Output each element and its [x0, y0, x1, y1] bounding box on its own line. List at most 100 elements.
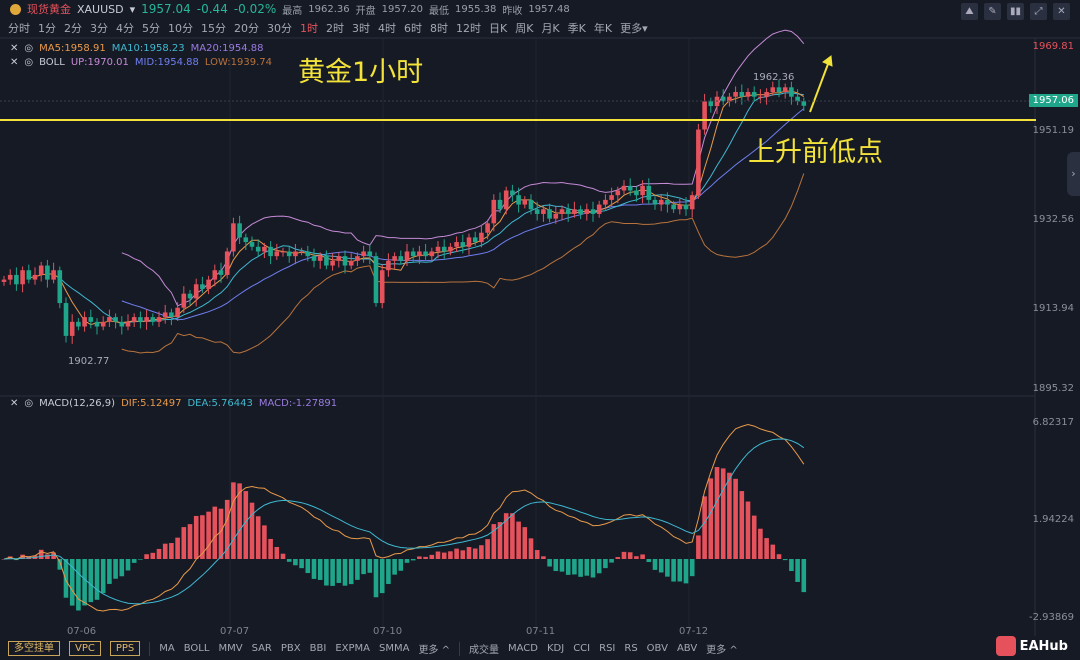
open-value: 1957.20 — [381, 3, 424, 15]
settings-icon[interactable]: ◎ — [24, 398, 34, 409]
indicator-option[interactable]: SMMA — [378, 643, 410, 654]
draw-icon[interactable]: ⛰ — [961, 3, 978, 20]
ma10-line — [59, 92, 804, 325]
indicator-option[interactable]: 更多 ^ — [706, 645, 738, 656]
candle — [193, 284, 199, 299]
macd-bar — [330, 559, 335, 586]
settings-icon[interactable]: ◎ — [24, 57, 34, 68]
timeframe-19[interactable]: 月K — [541, 22, 560, 35]
candle — [448, 246, 453, 252]
candle — [38, 265, 44, 275]
symbol-name: 现货黄金 — [27, 3, 71, 16]
indicator-option[interactable]: SAR — [251, 643, 272, 654]
close-icon[interactable]: ✕ — [10, 43, 19, 54]
timeframe-18[interactable]: 周K — [515, 22, 534, 35]
candle — [764, 92, 769, 97]
boll-up-line — [121, 29, 805, 307]
date-tick: 07-11 — [526, 626, 556, 637]
panel-button[interactable]: 多空挂单 — [8, 641, 60, 656]
timeframe-12[interactable]: 3时 — [352, 22, 370, 35]
ma-legend: ✕ ◎ MA5:1958.91 MA10:1958.23 MA20:1954.88 — [10, 43, 264, 54]
timeframe-21[interactable]: 年K — [593, 22, 613, 35]
timeframe-1[interactable]: 1分 — [38, 22, 56, 35]
macd-bar — [299, 559, 304, 569]
indicator-option[interactable]: PBX — [280, 643, 301, 654]
timeframe-2[interactable]: 2分 — [64, 22, 82, 35]
pen-icon[interactable]: ✎ — [984, 3, 1001, 20]
candle — [615, 190, 621, 196]
indicator-option[interactable]: 成交量 — [469, 645, 499, 656]
indicator-option[interactable]: CCI — [573, 643, 591, 654]
timeframe-8[interactable]: 20分 — [234, 22, 259, 35]
timeframe-7[interactable]: 15分 — [201, 22, 226, 35]
indicator-option[interactable]: MMV — [218, 643, 243, 654]
macd-bar — [609, 559, 614, 563]
timeframe-9[interactable]: 30分 — [267, 22, 292, 35]
indicator-option[interactable]: MA — [159, 643, 175, 654]
timeframe-0[interactable]: 分时 — [8, 22, 30, 35]
candle — [361, 251, 366, 257]
indicator-option[interactable]: RS — [624, 643, 638, 654]
timeframe-14[interactable]: 6时 — [404, 22, 422, 35]
candle — [175, 307, 180, 318]
candle — [268, 246, 273, 257]
macd-bar — [720, 468, 726, 559]
settings-icon[interactable]: ◎ — [24, 43, 34, 54]
timeframe-13[interactable]: 4时 — [378, 22, 396, 35]
candle — [553, 213, 559, 219]
compare-icon[interactable]: ▮▮ — [1007, 3, 1024, 20]
indicator-option[interactable]: ABV — [676, 643, 698, 654]
macd-bar — [181, 527, 187, 559]
macd-bar — [770, 544, 776, 559]
macd-bar — [441, 552, 447, 559]
macd-bar — [69, 559, 75, 606]
indicator-option[interactable]: EXPMA — [335, 643, 370, 654]
panel-button[interactable]: VPC — [69, 641, 101, 656]
candle — [460, 242, 466, 247]
indicator-option[interactable]: 更多 ^ — [418, 645, 450, 656]
panel-button[interactable]: PPS — [109, 641, 141, 656]
timeframe-20[interactable]: 季K — [567, 22, 586, 35]
close-icon[interactable]: ✕ — [10, 398, 19, 409]
indicator-option[interactable]: OBV — [646, 643, 668, 654]
annotation-note: 上升前低点 — [748, 137, 883, 168]
timeframe-17[interactable]: 日K — [489, 22, 508, 35]
timeframe-4[interactable]: 4分 — [116, 22, 134, 35]
timeframe-11[interactable]: 2时 — [326, 22, 344, 35]
indicator-option[interactable]: MACD — [508, 643, 538, 654]
close-icon[interactable]: ✕ — [1053, 3, 1070, 20]
candle — [392, 256, 397, 261]
fullscreen-icon[interactable]: ⤢ — [1030, 3, 1047, 20]
indicator-option[interactable]: KDJ — [546, 643, 565, 654]
timeframe-3[interactable]: 3分 — [90, 22, 108, 35]
last-price: 1957.04 — [141, 2, 191, 16]
macd-bar — [565, 559, 571, 575]
candle — [224, 251, 230, 275]
candle — [702, 101, 707, 130]
timeframe-5[interactable]: 5分 — [142, 22, 160, 35]
timeframe-16[interactable]: 12时 — [456, 22, 481, 35]
indicator-option[interactable]: RSI — [599, 643, 616, 654]
indicator-option[interactable]: BBI — [309, 643, 327, 654]
timeframe-22[interactable]: 更多▾ — [620, 22, 648, 35]
boll-legend: ✕ ◎ BOLL UP:1970.01 MID:1954.88 LOW:1939.… — [10, 57, 272, 68]
macd-bar — [510, 513, 515, 559]
expand-panel-button[interactable]: › — [1067, 152, 1080, 196]
candle — [658, 199, 664, 205]
macd-bar — [683, 559, 689, 584]
macd-bar — [547, 559, 552, 567]
candle — [51, 270, 56, 280]
timeframe-10[interactable]: 1时 — [300, 22, 318, 35]
candle — [671, 204, 676, 210]
macd-bar — [714, 467, 720, 559]
macd-bar — [200, 515, 205, 559]
symbol-selector[interactable]: XAUUSD — [77, 2, 124, 16]
candle — [596, 204, 602, 214]
close-icon[interactable]: ✕ — [10, 57, 19, 68]
timeframe-6[interactable]: 10分 — [168, 22, 193, 35]
indicator-option[interactable]: BOLL — [183, 643, 210, 654]
timeframe-15[interactable]: 8时 — [430, 22, 448, 35]
candle — [634, 190, 639, 196]
timeframe-bar: 分时 1分 2分 3分 4分 5分 10分 15分 20分 30分 1时 2时 3时 4时 6时 8时 12时日… — [8, 20, 648, 36]
